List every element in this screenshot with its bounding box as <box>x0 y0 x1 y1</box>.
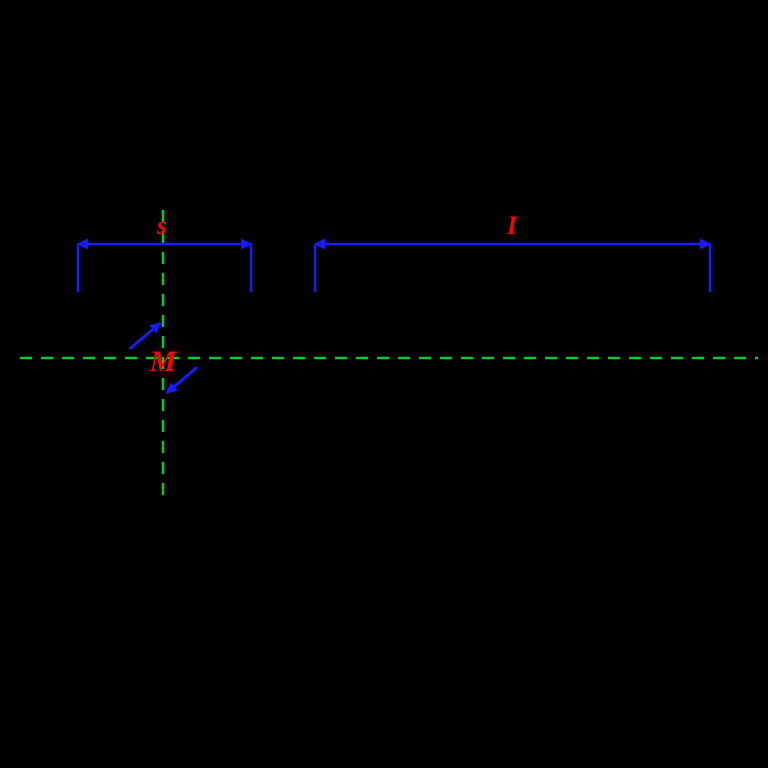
s-label: s <box>156 211 167 240</box>
I-label: I <box>506 211 518 240</box>
mirror-label: M <box>149 345 178 378</box>
